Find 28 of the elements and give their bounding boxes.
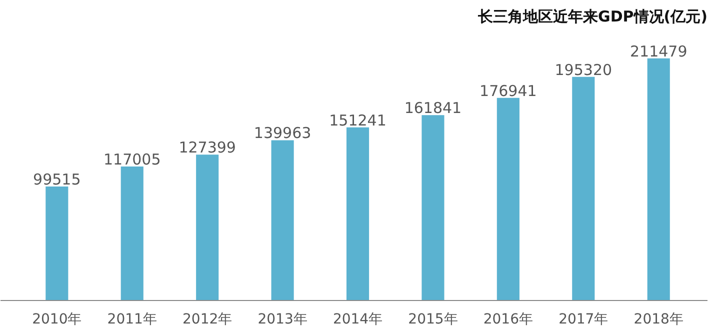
bar bbox=[196, 154, 219, 300]
x-tick-label: 2010年 bbox=[32, 312, 82, 328]
data-label: 151241 bbox=[329, 111, 386, 130]
x-tick-label: 2013年 bbox=[258, 312, 308, 328]
bar bbox=[346, 127, 370, 300]
bar bbox=[572, 76, 595, 300]
bar bbox=[46, 186, 68, 300]
data-label: 211479 bbox=[630, 42, 688, 60]
data-label: 139963 bbox=[254, 124, 312, 142]
data-label: 195320 bbox=[554, 60, 612, 79]
x-tick-label: 2016年 bbox=[483, 312, 534, 328]
data-label: 99515 bbox=[33, 170, 81, 189]
bar bbox=[647, 58, 670, 300]
bar bbox=[271, 140, 294, 300]
x-tick-label: 2014年 bbox=[332, 312, 383, 328]
bar bbox=[120, 166, 144, 300]
data-label: 176941 bbox=[480, 82, 537, 100]
x-tick-label: 2011年 bbox=[107, 312, 157, 328]
x-tick-label: 2018年 bbox=[634, 312, 684, 328]
x-tick-label: 2015年 bbox=[408, 312, 458, 328]
data-label: 127399 bbox=[178, 138, 236, 157]
chart-title: 长三角地区近年来GDP情况(亿元) bbox=[477, 8, 708, 26]
data-label: 161841 bbox=[404, 99, 462, 118]
x-tick-label: 2017年 bbox=[558, 312, 608, 328]
data-label: 117005 bbox=[103, 150, 161, 169]
bar bbox=[496, 98, 520, 300]
x-tick-label: 2012年 bbox=[182, 312, 232, 328]
bar bbox=[422, 115, 444, 300]
